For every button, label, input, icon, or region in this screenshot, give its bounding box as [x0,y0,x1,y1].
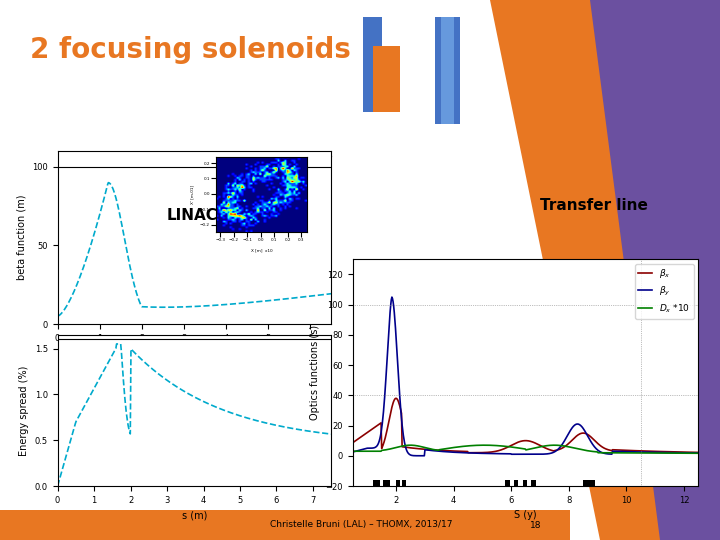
X-axis label: X [m]  x10: X [m] x10 [251,248,272,252]
$\beta_x$ [546,447,555,454]
$D_x$ *10 [694,450,703,456]
$\beta_x$ [427,447,436,453]
$D_x$ *10 [575,446,584,453]
Text: 2 focusing solenoids: 2 focusing solenoids [30,36,351,64]
$\beta_y$ [498,450,506,457]
$\beta_y$ [575,421,584,428]
Polygon shape [490,0,720,540]
Bar [435,17,441,124]
$D_x$ *10 [397,443,406,449]
Text: 18: 18 [530,521,541,530]
Text: LINAC: LINAC [167,208,218,224]
$\beta_y$ [334,453,343,459]
Bar [505,480,510,486]
Bar [364,17,373,112]
$D_x$ *10 [546,442,555,449]
Bar [402,480,406,486]
$\beta_x$ [392,395,400,402]
$D_x$ *10 [334,448,343,455]
Bar [0,0,480,510]
Line: $\beta_y$: $\beta_y$ [338,297,698,456]
$\beta_x$ [575,431,584,437]
Y-axis label: Energy spread (%): Energy spread (%) [19,365,30,456]
$D_x$ *10 [606,450,614,456]
X-axis label: s (m): s (m) [181,348,207,358]
Bar [531,480,536,486]
$\beta_y$ [427,447,436,454]
$\beta_y$ [606,451,614,457]
Line: $\beta_x$: $\beta_x$ [338,399,698,453]
Y-axis label: X' [m,01]: X' [m,01] [190,185,194,204]
Text: Transfer line: Transfer line [540,198,648,213]
$D_x$ *10 [480,442,489,448]
Bar [0,510,570,540]
Y-axis label: Optics functions (s): Optics functions (s) [310,325,320,420]
$\beta_x$ [498,447,506,453]
Bar [372,46,400,112]
X-axis label: S (y): S (y) [514,510,537,520]
Bar [364,17,382,112]
Polygon shape [590,0,720,540]
$\beta_y$ [546,450,555,456]
Text: Linac beam dynamics: Linac beam dynamics [30,521,129,530]
$\beta_y$ [694,450,703,456]
Bar [383,480,390,486]
Bar [454,17,460,124]
Bar [438,17,456,124]
$\beta_x$ [398,443,407,450]
Bar [514,480,518,486]
$D_x$ *10 [498,443,506,449]
Bar [583,480,595,486]
X-axis label: s (m): s (m) [181,510,207,520]
Line: $D_x$ *10: $D_x$ *10 [338,445,698,453]
$\beta_x$ [694,449,703,456]
Legend: $\beta_x$, $\beta_y$, $D_x$ *10: $\beta_x$, $\beta_y$, $D_x$ *10 [635,264,694,319]
$\beta_x$ [606,447,614,454]
$D_x$ *10 [427,446,436,453]
$\beta_x$ [334,449,343,456]
Bar [373,480,380,486]
Y-axis label: beta function (m): beta function (m) [17,195,27,280]
Text: Christelle Bruni (LAL) – THOMX, 2013/17: Christelle Bruni (LAL) – THOMX, 2013/17 [270,521,452,530]
Bar [523,480,527,486]
Bar [435,17,460,124]
$\beta_y$ [398,427,407,434]
$\beta_y$ [387,294,396,300]
Bar [396,480,400,486]
